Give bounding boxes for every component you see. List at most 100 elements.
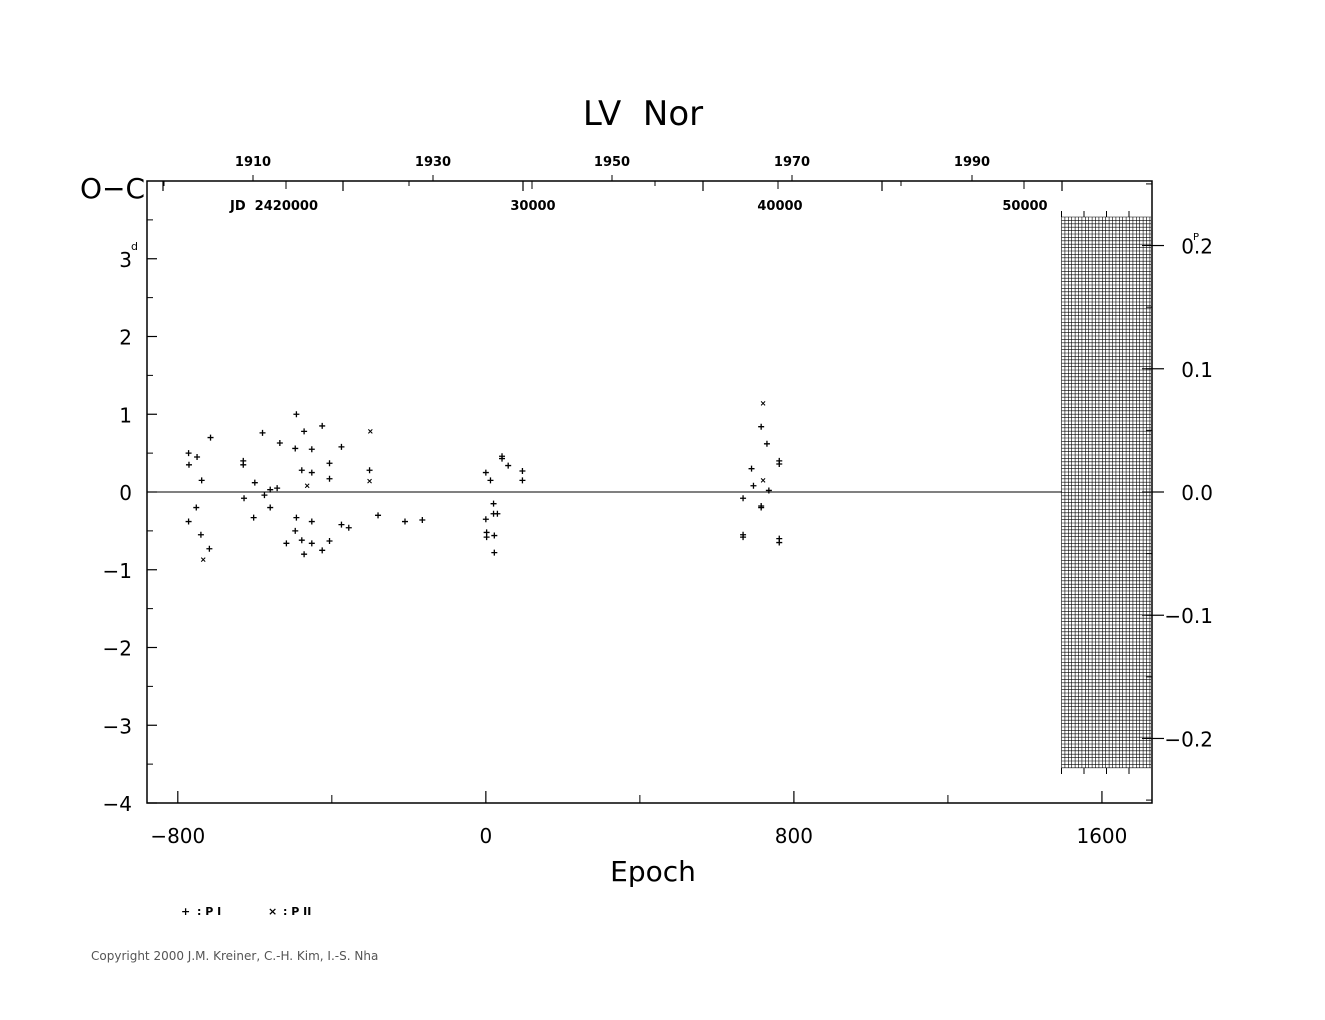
data-point-p1 bbox=[375, 512, 382, 519]
copyright-notice: Copyright 2000 J.M. Kreiner, C.-H. Kim, … bbox=[91, 949, 379, 963]
year-label: 1930 bbox=[415, 155, 451, 170]
data-point-p1 bbox=[308, 469, 315, 476]
hatched-region bbox=[1061, 211, 1151, 774]
chart-title: LV Nor bbox=[583, 94, 703, 134]
y2-tick-label: −0.1 bbox=[1164, 604, 1213, 628]
data-point-p2 bbox=[367, 429, 373, 434]
data-point-p1 bbox=[319, 547, 326, 554]
data-point-p2 bbox=[200, 557, 206, 562]
data-point-p1 bbox=[740, 534, 747, 541]
data-point-p1 bbox=[267, 504, 274, 511]
data-point-p1 bbox=[308, 540, 315, 547]
x-axis-label: Epoch bbox=[610, 855, 696, 888]
legend-symbol-p1: + bbox=[181, 905, 190, 918]
data-point-p1 bbox=[519, 477, 526, 484]
data-point-p1 bbox=[763, 440, 770, 447]
top-axis-ticks bbox=[162, 175, 1063, 191]
y-tick-label: −1 bbox=[103, 559, 132, 583]
data-point-p1 bbox=[776, 461, 783, 468]
legend-label-p2: : P II bbox=[283, 905, 311, 918]
data-point-p1 bbox=[251, 479, 258, 486]
legend-symbol-p2: × bbox=[268, 905, 277, 918]
y-tick-label: 1 bbox=[119, 403, 132, 427]
year-label: 1990 bbox=[954, 155, 990, 170]
data-point-p1 bbox=[319, 422, 326, 429]
data-point-p1 bbox=[301, 551, 308, 558]
data-point-p1 bbox=[758, 423, 765, 430]
data-point-p1 bbox=[482, 469, 489, 476]
x-tick-label: −800 bbox=[150, 824, 205, 848]
data-point-p2 bbox=[304, 483, 310, 489]
data-point-p1 bbox=[259, 429, 266, 436]
data-point-p1 bbox=[326, 537, 333, 544]
y-tick-label: −3 bbox=[103, 714, 132, 738]
y2-tick-label: −0.2 bbox=[1164, 727, 1213, 751]
year-label: 1950 bbox=[594, 155, 630, 170]
data-point-p1 bbox=[198, 477, 205, 484]
data-point-p2 bbox=[760, 477, 766, 483]
y-axis-ticks: −4 −3 −2 −1 0 1 2 3 bbox=[103, 219, 157, 816]
data-point-p1 bbox=[207, 434, 214, 441]
data-points bbox=[185, 401, 783, 562]
data-point-p1 bbox=[283, 540, 290, 547]
x-tick-label: 800 bbox=[775, 824, 813, 848]
y2-tick-label: 0.0 bbox=[1181, 481, 1213, 505]
y2-axis-ticks: 0.2 0.1 0.0 −0.1 −0.2 bbox=[1142, 183, 1213, 801]
y-tick-label: −2 bbox=[103, 637, 132, 661]
jd-label: JD 2420000 bbox=[229, 199, 318, 214]
data-point-p1 bbox=[293, 514, 300, 521]
data-point-p1 bbox=[274, 485, 281, 492]
y-axis-unit: d bbox=[131, 240, 138, 253]
y2-axis-unit: P bbox=[1193, 232, 1199, 243]
data-point-p1 bbox=[338, 521, 345, 528]
y-axis-label: O−C bbox=[80, 172, 145, 205]
data-point-p2 bbox=[760, 401, 766, 406]
year-label: 1970 bbox=[774, 155, 810, 170]
data-point-p1 bbox=[338, 443, 345, 450]
data-point-p1 bbox=[487, 477, 494, 484]
data-point-p1 bbox=[185, 518, 192, 525]
data-point-p1 bbox=[240, 461, 247, 468]
jd-label: 40000 bbox=[757, 199, 802, 214]
data-point-p1 bbox=[326, 475, 333, 482]
data-point-p1 bbox=[193, 504, 200, 511]
data-point-p1 bbox=[298, 467, 305, 474]
y2-tick-label: 0.2 bbox=[1181, 235, 1213, 259]
data-point-p1 bbox=[765, 487, 772, 494]
data-point-p1 bbox=[206, 545, 213, 552]
x-tick-label: 0 bbox=[479, 824, 492, 848]
legend-label-p1: : P I bbox=[197, 905, 221, 918]
data-point-p1 bbox=[298, 537, 305, 544]
data-point-p1 bbox=[194, 454, 201, 461]
legend: + : P I × : P II bbox=[181, 905, 311, 918]
top-jd-labels: JD 2420000 30000 40000 50000 bbox=[229, 199, 1048, 214]
y-tick-label: 0 bbox=[119, 481, 132, 505]
data-point-p1 bbox=[748, 465, 755, 472]
data-point-p1 bbox=[261, 492, 268, 499]
x-axis-ticks: −800 0 800 1600 bbox=[150, 791, 1127, 848]
data-point-p1 bbox=[491, 549, 498, 556]
y-tick-label: 3 bbox=[119, 248, 132, 272]
data-point-p1 bbox=[345, 524, 352, 531]
data-point-p1 bbox=[491, 532, 498, 539]
data-point-p1 bbox=[293, 411, 300, 418]
jd-label: 50000 bbox=[1002, 199, 1047, 214]
data-point-p1 bbox=[185, 450, 192, 457]
x-tick-label: 1600 bbox=[1076, 824, 1127, 848]
data-point-p1 bbox=[292, 527, 299, 534]
data-point-p1 bbox=[494, 510, 501, 517]
data-point-p1 bbox=[185, 461, 192, 468]
data-point-p1 bbox=[326, 460, 333, 467]
data-point-p1 bbox=[505, 462, 512, 469]
y-tick-label: 2 bbox=[119, 326, 132, 350]
data-point-p1 bbox=[250, 514, 257, 521]
data-point-p1 bbox=[750, 482, 757, 489]
data-point-p1 bbox=[740, 495, 747, 502]
top-year-labels: 1910 1930 1950 1970 1990 bbox=[235, 155, 990, 170]
data-point-p1 bbox=[499, 455, 506, 462]
data-point-p1 bbox=[301, 428, 308, 435]
data-point-p1 bbox=[483, 534, 490, 541]
data-point-p1 bbox=[401, 518, 408, 525]
data-point-p1 bbox=[519, 468, 526, 475]
data-point-p1 bbox=[292, 445, 299, 452]
